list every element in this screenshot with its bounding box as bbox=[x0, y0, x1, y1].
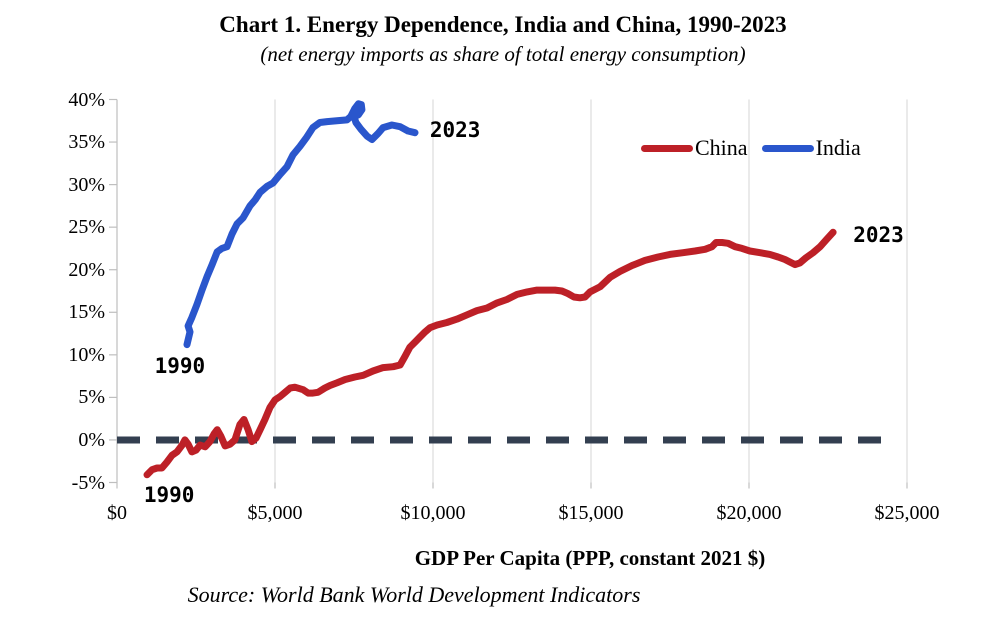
chart-subtitle: (net energy imports as share of total en… bbox=[260, 42, 746, 66]
y-tick-label: 30% bbox=[68, 173, 105, 196]
china-2023-label: 2023 bbox=[853, 222, 904, 247]
china-1990-label: 1990 bbox=[143, 483, 195, 508]
legend-label-india: India bbox=[815, 135, 861, 160]
y-tick-label: -5% bbox=[71, 471, 105, 494]
x-tick-label: $5,000 bbox=[247, 501, 303, 524]
y-tick-label: 15% bbox=[68, 301, 105, 324]
x-tick-label: $10,000 bbox=[400, 501, 466, 524]
india-2023-label: 2023 bbox=[429, 118, 481, 143]
y-tick-label: 10% bbox=[68, 343, 105, 366]
x-tick-label: $15,000 bbox=[558, 501, 624, 524]
y-tick-label: 25% bbox=[68, 216, 105, 239]
india-1990-label: 1990 bbox=[154, 353, 206, 378]
y-tick-label: 20% bbox=[68, 258, 105, 281]
legend-label-china: China bbox=[695, 135, 748, 160]
china-series-line bbox=[143, 228, 837, 479]
india-series-line bbox=[183, 100, 419, 349]
source-caption: Source: World Bank World Development Ind… bbox=[187, 582, 641, 607]
china-line-swatch bbox=[641, 144, 693, 152]
x-axis-title: GDP Per Capita (PPP, constant 2021 $) bbox=[414, 546, 766, 570]
legend-item-china: China bbox=[641, 135, 748, 161]
legend: China India bbox=[641, 135, 861, 161]
india-line-swatch bbox=[761, 144, 814, 152]
x-tick-label: $20,000 bbox=[716, 501, 782, 524]
y-tick-label: 35% bbox=[68, 131, 105, 154]
x-tick-label: $25,000 bbox=[874, 501, 940, 524]
chart-title: Chart 1. Energy Dependence, India and Ch… bbox=[219, 12, 787, 37]
y-tick-label: 0% bbox=[78, 428, 105, 451]
y-tick-label: 5% bbox=[78, 386, 105, 409]
y-tick-label: 40% bbox=[68, 88, 105, 111]
legend-item-india: India bbox=[761, 135, 861, 161]
x-tick-label: $0 bbox=[107, 501, 127, 524]
